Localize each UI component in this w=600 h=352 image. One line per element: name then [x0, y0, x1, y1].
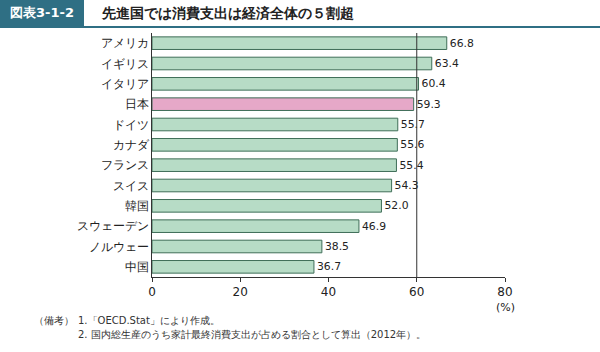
- svg-text:0: 0: [148, 285, 156, 299]
- svg-text:59.3: 59.3: [417, 98, 441, 111]
- svg-text:アメリカ: アメリカ: [101, 36, 149, 50]
- svg-text:54.3: 54.3: [395, 179, 419, 192]
- svg-text:46.9: 46.9: [362, 220, 386, 233]
- svg-text:(%): (%): [496, 301, 515, 314]
- svg-text:52.0: 52.0: [384, 199, 408, 212]
- svg-text:66.8: 66.8: [450, 37, 474, 50]
- svg-text:63.4: 63.4: [435, 57, 459, 70]
- svg-text:中国: 中国: [125, 260, 149, 274]
- svg-text:イギリス: イギリス: [101, 57, 149, 71]
- svg-text:38.5: 38.5: [325, 240, 349, 253]
- svg-text:55.7: 55.7: [401, 118, 425, 131]
- svg-text:55.6: 55.6: [400, 138, 424, 151]
- svg-text:60: 60: [409, 285, 424, 299]
- svg-text:36.7: 36.7: [317, 260, 341, 273]
- html-text:1.「OECD.Stat」により作成。: 1.「OECD.Stat」により作成。: [78, 315, 220, 326]
- svg-text:日本: 日本: [125, 97, 149, 111]
- svg-text:20: 20: [233, 285, 248, 299]
- svg-text:カナダ: カナダ: [113, 138, 150, 152]
- svg-text:60.4: 60.4: [422, 77, 446, 90]
- svg-text:スウェーデン: スウェーデン: [77, 219, 149, 233]
- svg-text:イタリア: イタリア: [101, 77, 149, 91]
- html-text:図表3-1-2: 図表3-1-2: [10, 5, 74, 20]
- svg-text:ドイツ: ドイツ: [113, 118, 149, 132]
- svg-text:ノルウェー: ノルウェー: [89, 240, 149, 254]
- svg-text:スイス: スイス: [113, 179, 149, 193]
- svg-text:40: 40: [321, 285, 336, 299]
- svg-text:80: 80: [497, 285, 512, 299]
- svg-text:フランス: フランス: [101, 158, 149, 172]
- html-text:2. 国内総生産のうち家計最終消費支出が占める割合として算出: 2. 国内総生産のうち家計最終消費支出が占める割合として算出（2012年）。: [78, 329, 427, 340]
- svg-text:韓国: 韓国: [125, 199, 149, 213]
- html-text:（備考）: （備考）: [34, 315, 74, 326]
- html-text:先進国では消費支出は経済全体の５割超: 先進国では消費支出は経済全体の５割超: [102, 5, 354, 21]
- svg-text:55.4: 55.4: [399, 159, 423, 172]
